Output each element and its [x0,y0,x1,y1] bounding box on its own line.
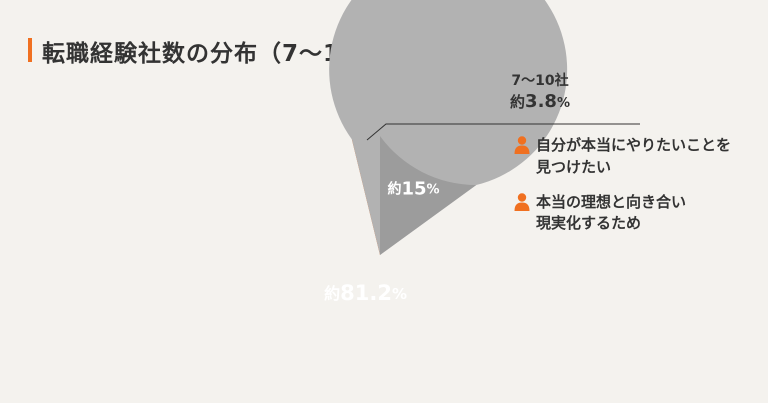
reason-text: 自分が本当にやりたいことを 見つけたい [536,135,731,179]
reason-line: 見つけたい [536,157,612,176]
slice-value-label: 約15% [387,178,439,199]
callout-leader-line [366,123,640,141]
reason-item: 自分が本当にやりたいことを 見つけたい [514,135,764,179]
reasons-list: 自分が本当にやりたいことを 見つけたい 本当の理想と向き合い 現実化するため [514,135,764,248]
pie-slice [380,136,477,255]
reason-item: 本当の理想と向き合い 現実化するため [514,192,764,236]
callout-prefix: 約 [510,92,526,111]
reason-line: 現実化するため [536,214,642,233]
callout-value: 約3.8% [500,91,580,114]
reason-text: 本当の理想と向き合い 現実化するため [536,192,686,236]
title-accent-bar [28,38,32,62]
callout-unit: % [556,95,570,111]
slice-value-label: 約81.2% [324,281,407,305]
person-icon [514,192,530,211]
reason-line: 自分が本当にやりたいことを [536,136,732,154]
reason-line: 本当の理想と向き合い [536,192,687,211]
person-icon [514,136,530,154]
small-slice-callout: 7〜10社 約3.8% [500,73,580,113]
callout-category: 7〜10社 [511,73,569,89]
callout-number: 3.8 [525,90,557,112]
